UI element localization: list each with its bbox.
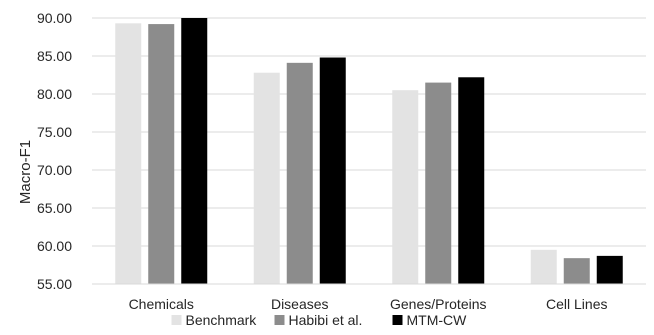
y-tick-labels: 55.00 60.00 65.00 70.00 75.00 80.00 85.00 90.00 bbox=[37, 10, 72, 292]
legend-swatch-habibi-et-al- bbox=[274, 315, 285, 325]
gridlines bbox=[92, 17, 646, 247]
bar-habibi-et-al--genes-proteins bbox=[425, 82, 452, 284]
legend-label-habibi-et-al-: Habibi et al. bbox=[289, 312, 363, 328]
y-tick-label: 65.00 bbox=[37, 200, 72, 216]
bar-habibi-et-al--diseases bbox=[286, 62, 313, 285]
legend-label-mtm-cw: MTM-CW bbox=[407, 312, 468, 328]
y-tick-label: 75.00 bbox=[37, 124, 72, 140]
category-label: Genes/Proteins bbox=[390, 296, 487, 312]
legend-swatch-mtm-cw bbox=[392, 315, 403, 325]
bar-benchmark-chemicals bbox=[115, 23, 142, 284]
bar-habibi-et-al--cell-lines bbox=[563, 258, 590, 284]
y-tick-label: 60.00 bbox=[37, 238, 72, 254]
bars bbox=[115, 18, 623, 285]
bar-benchmark-cell-lines bbox=[530, 249, 557, 284]
y-tick-label: 70.00 bbox=[37, 162, 72, 178]
bar-mtm-cw-genes-proteins bbox=[458, 77, 485, 284]
legend-swatch-benchmark bbox=[171, 315, 182, 325]
y-tick-label: 80.00 bbox=[37, 86, 72, 102]
bar-mtm-cw-cell-lines bbox=[596, 255, 623, 284]
y-axis-title: Macro-F1 bbox=[17, 140, 34, 204]
bar-mtm-cw-chemicals bbox=[181, 18, 208, 284]
y-tick-label: 55.00 bbox=[37, 276, 72, 292]
legend-label-benchmark: Benchmark bbox=[186, 312, 258, 328]
y-tick-label: 85.00 bbox=[37, 48, 72, 64]
legend: Benchmark Habibi et al. MTM-CW bbox=[171, 312, 468, 328]
bar-habibi-et-al--chemicals bbox=[148, 24, 175, 285]
bar-benchmark-genes-proteins bbox=[392, 90, 419, 284]
category-labels: Chemicals Diseases Genes/Proteins Cell Line… bbox=[129, 296, 608, 312]
y-tick-label: 90.00 bbox=[37, 10, 72, 26]
bar-benchmark-diseases bbox=[253, 72, 280, 284]
bar-mtm-cw-diseases bbox=[319, 57, 346, 284]
category-label: Diseases bbox=[271, 296, 329, 312]
category-label: Chemicals bbox=[129, 296, 194, 312]
category-label: Cell Lines bbox=[546, 296, 607, 312]
